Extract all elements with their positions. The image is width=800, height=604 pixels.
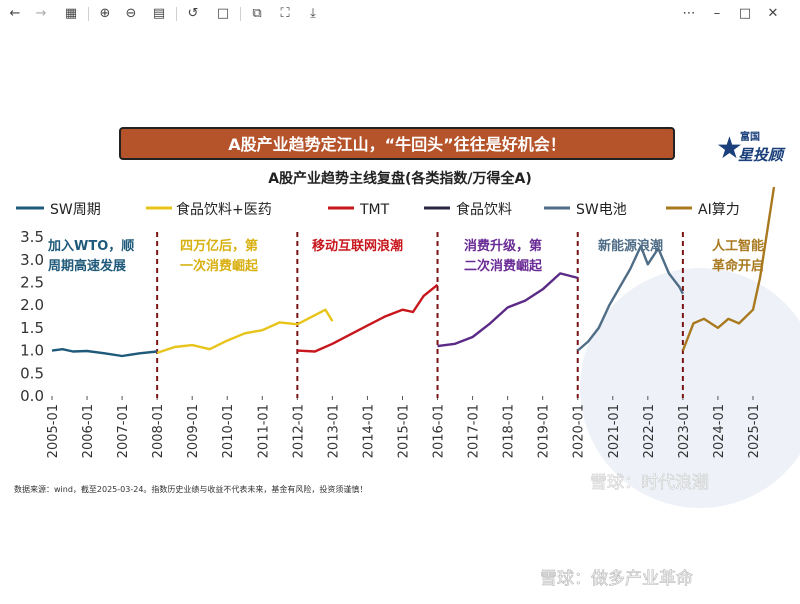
- legend: SW周期 食品饮料+医药 TMT 食品饮料 SW电池 AI算力: [16, 201, 740, 218]
- x-tick-label: 2014-01: [361, 404, 376, 458]
- x-tick-label: 2007-01: [116, 404, 131, 458]
- logo-star-icon: ★: [716, 131, 743, 166]
- series-lines: [51, 186, 776, 358]
- banner: [119, 127, 675, 160]
- x-tick-label: 2021-01: [607, 404, 622, 458]
- zoom-in-icon[interactable]: ⊕: [99, 6, 111, 21]
- image-viewer: A股产业趋势定江山，“牛回头”往往是好机会！ ★ 富国 星投顾 A股产业趋势主线…: [0, 28, 800, 600]
- y-tick-label: 3.5: [20, 228, 44, 246]
- x-tick-label: 2018-01: [502, 404, 517, 458]
- expand-icon[interactable]: ⧉: [252, 6, 262, 21]
- x-tick-label: 2024-01: [712, 404, 727, 458]
- legend-label-sw-battery: SW电池: [576, 202, 627, 218]
- x-tick-label: 2022-01: [642, 404, 657, 458]
- x-tick-label: 2016-01: [432, 404, 447, 458]
- fit-page-icon[interactable]: ▤: [152, 6, 166, 21]
- banner-text: A股产业趋势定江山，“牛回头”往往是好机会！: [228, 135, 565, 154]
- phase-label-5-line1: 新能源浪潮: [598, 238, 663, 254]
- series-line-1: [156, 308, 334, 355]
- phase-label-1-line2: 周期高速发展: [48, 258, 127, 274]
- x-tick-label: 2009-01: [186, 404, 201, 458]
- watermark-mid: 雪球：时代浪潮: [590, 473, 709, 493]
- grid-icon[interactable]: ▦: [64, 6, 78, 21]
- minimize-icon[interactable]: –: [713, 6, 721, 21]
- legend-label-tmt: TMT: [359, 202, 390, 218]
- series-line-3: [437, 272, 578, 348]
- chart-figure: A股产业趋势定江山，“牛回头”往往是好机会！ ★ 富国 星投顾 A股产业趋势主线…: [14, 127, 800, 589]
- viewer-toolbar: ← → ▦ ⊕ ⊖ ▤ ↺ □ ⧉ ⛶ ⤓ ⋯ – □ ✕: [0, 0, 800, 29]
- legend-label-food-pharma: 食品饮料+医药: [176, 201, 272, 218]
- screenshot-icon[interactable]: ⛶: [280, 6, 290, 21]
- phase-label-4-line1: 消费升级，第: [464, 238, 542, 254]
- maximize-icon[interactable]: □: [738, 6, 752, 21]
- chart-title: A股产业趋势主线复盘(各类指数/万得全A): [268, 170, 532, 187]
- axes: 0.0 0.5 1.0 1.5 2.0 2.5 3.0 3.5 2005-01 2006-01 20…: [20, 228, 762, 458]
- x-tick-label: 2019-01: [537, 404, 552, 458]
- x-tick-label: 2012-01: [291, 404, 306, 458]
- download-icon[interactable]: ⤓: [310, 6, 316, 21]
- phase-label-6-line2: 革命开启: [712, 258, 764, 274]
- x-tick-label: 2015-01: [396, 404, 411, 458]
- phase-label-2-line2: 一次消费崛起: [180, 258, 259, 274]
- phase-label-4-line2: 二次消费崛起: [464, 258, 543, 274]
- x-tick-label: 2011-01: [256, 404, 271, 458]
- x-tick-label: 2005-01: [46, 404, 61, 458]
- rotate-icon[interactable]: ↺: [187, 6, 199, 21]
- phase-dividers: [156, 232, 684, 398]
- y-tick-label: 0.5: [20, 364, 44, 382]
- back-icon[interactable]: ←: [9, 6, 21, 21]
- x-tick-label: 2006-01: [81, 404, 96, 458]
- x-tick-label: 2008-01: [151, 404, 166, 458]
- phase-label-6-line1: 人工智能: [712, 238, 764, 254]
- y-tick-label: 3.0: [20, 251, 44, 269]
- legend-label-ai: AI算力: [698, 202, 740, 218]
- y-tick-label: 0.0: [20, 387, 44, 405]
- y-tick-label: 1.5: [20, 319, 44, 337]
- series-line-4: [576, 245, 684, 352]
- phase-label-2-line1: 四万亿后，第: [180, 238, 258, 254]
- phase-label-3-line1: 移动互联网浪潮: [312, 238, 403, 254]
- x-tick-label: 2013-01: [326, 404, 341, 458]
- x-tick-label: 2020-01: [572, 404, 587, 458]
- source-note: 数据来源：wind，截至2025-03-24。指数历史业绩与收益不代表未来，基金…: [14, 484, 367, 494]
- legend-label-food: 食品饮料: [456, 201, 512, 218]
- phase-label-1-line1: 加入WTO，顺: [47, 239, 134, 254]
- series-line-5: [681, 186, 776, 352]
- more-icon[interactable]: ⋯: [682, 6, 696, 21]
- background-watermark-circle: [580, 268, 800, 508]
- series-line-2: [297, 283, 439, 353]
- logo-top: 富国: [740, 130, 760, 143]
- y-tick-label: 1.0: [20, 342, 44, 360]
- legend-label-sw-cycle: SW周期: [50, 202, 101, 218]
- zoom-out-icon[interactable]: ⊖: [125, 6, 137, 21]
- crop-icon[interactable]: □: [216, 6, 230, 21]
- watermark-bottom: 雪球：做多产业革命: [540, 569, 693, 589]
- logo-bottom: 星投顾: [738, 146, 786, 164]
- x-tick-label: 2017-01: [467, 404, 482, 458]
- close-icon[interactable]: ✕: [767, 6, 779, 21]
- x-tick-label: 2010-01: [221, 404, 236, 458]
- x-tick-label: 2025-01: [747, 404, 762, 458]
- forward-icon[interactable]: →: [35, 6, 47, 21]
- series-line-0: [51, 348, 158, 358]
- y-tick-label: 2.0: [20, 296, 44, 314]
- y-tick-label: 2.5: [20, 273, 44, 291]
- x-tick-label: 2023-01: [677, 404, 692, 458]
